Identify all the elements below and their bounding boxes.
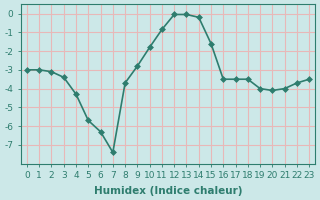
X-axis label: Humidex (Indice chaleur): Humidex (Indice chaleur)	[94, 186, 242, 196]
